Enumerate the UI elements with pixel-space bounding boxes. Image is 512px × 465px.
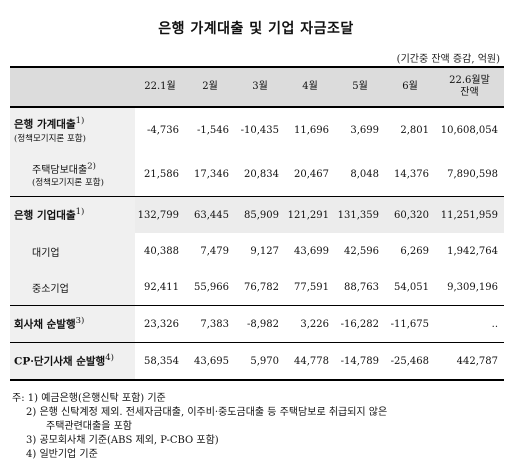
- row-label: 주택담보대출2) (정책모기지론 포함): [10, 152, 135, 197]
- cell: 44,778: [285, 342, 335, 381]
- cell: 43,699: [294, 245, 329, 257]
- page-title: 은행 가계대출 및 기업 자금조달: [158, 21, 354, 37]
- table-row: 중소기업 92,411 55,966 76,782 77,591 88,763 …: [10, 269, 504, 306]
- header-cell: 3월: [235, 66, 285, 108]
- header-cell: 2월: [185, 66, 235, 108]
- cell: 42,596: [344, 245, 379, 257]
- cell: 63,445: [185, 196, 235, 233]
- cell: 14,376: [385, 152, 435, 197]
- cell: 9,309,196: [435, 269, 504, 306]
- row-label: 중소기업: [10, 269, 135, 306]
- header-cell: [10, 66, 135, 108]
- unit-note: (기간중 잔액 증감, 억원): [396, 54, 500, 65]
- table-row: 대기업 40,388 7,479 9,127 43,699 42,596 6,2…: [10, 233, 504, 269]
- cell: 77,591: [285, 269, 335, 306]
- footnotes: 주: 1) 예금은행(은행신탁 포함) 기준 2) 은행 신탁계정 제외. 전세…: [12, 392, 387, 462]
- table-row: 주택담보대출2) (정책모기지론 포함) 21,586 17,346 20,83…: [10, 152, 504, 197]
- table-row: 은행 가계대출1) (정책모기지론 포함) -4,736 -1,546 -10,…: [10, 107, 504, 152]
- header-cell: 4월: [285, 66, 335, 108]
- cell: 7,479: [200, 245, 229, 257]
- cell: -25,468: [385, 342, 435, 381]
- cell: ..: [435, 305, 504, 343]
- data-table: 22.1월 2월 3월 4월 5월 6월 22.6월말 잔액 은행 가계대출1) …: [10, 66, 504, 381]
- header-cell: 5월: [335, 66, 385, 108]
- cell: 55,966: [185, 269, 235, 306]
- cell: 43,695: [185, 342, 235, 381]
- cell: 76,782: [235, 269, 285, 306]
- cell: 7,890,598: [435, 152, 504, 197]
- footnote: 주택관련대출을 포함: [46, 421, 132, 432]
- cell: 5,970: [235, 342, 285, 381]
- cell: 85,909: [235, 196, 285, 233]
- header-cell: 22.1월: [135, 66, 185, 108]
- cell: 131,359: [335, 196, 385, 233]
- cell: 21,586: [135, 152, 185, 197]
- cell: 3,699: [350, 124, 379, 136]
- footnote: 주: 1) 예금은행(은행신탁 포함) 기준: [12, 393, 166, 404]
- cell: 23,326: [135, 305, 185, 343]
- row-label: 은행 기업대출1): [10, 196, 135, 233]
- table-row: 은행 기업대출1) 132,799 63,445 85,909 121,291 …: [10, 196, 504, 233]
- cell: 1,942,764: [447, 245, 498, 257]
- cell: 132,799: [135, 196, 185, 233]
- cell: 54,051: [385, 269, 435, 306]
- row-label: 은행 가계대출1) (정책모기지론 포함): [10, 107, 135, 152]
- header-row: 22.1월 2월 3월 4월 5월 6월 22.6월말 잔액: [10, 66, 504, 108]
- footnote: 4) 일반기업 기준: [26, 449, 98, 460]
- cell: 58,354: [135, 342, 185, 381]
- footnote: 3) 공모회사채 기준(ABS 제외, P-CBO 포함): [26, 435, 219, 446]
- cell: 2,801: [400, 124, 429, 136]
- cell: -1,546: [196, 124, 229, 136]
- cell: 8,048: [335, 152, 385, 197]
- cell: 442,787: [435, 342, 504, 381]
- cell: -10,435: [240, 124, 279, 136]
- cell: 121,291: [285, 196, 335, 233]
- cell: 11,696: [294, 124, 329, 136]
- cell: 9,127: [250, 245, 279, 257]
- table-row: CP·단기사채 순발행4) 58,354 43,695 5,970 44,778…: [10, 342, 504, 381]
- cell: -4,736: [146, 124, 179, 136]
- cell: 92,411: [135, 269, 185, 306]
- cell: 10,608,054: [440, 124, 498, 136]
- row-label: 대기업: [10, 233, 135, 269]
- cell: 40,388: [144, 245, 179, 257]
- cell: -16,282: [335, 305, 385, 343]
- cell: 20,834: [235, 152, 285, 197]
- cell: -8,982: [235, 305, 285, 343]
- cell: 60,320: [385, 196, 435, 233]
- table-row: 회사채 순발행3) 23,326 7,383 -8,982 3,226 -16,…: [10, 305, 504, 343]
- cell: 88,763: [335, 269, 385, 306]
- cell: 20,467: [285, 152, 335, 197]
- cell: 3,226: [285, 305, 335, 343]
- row-label: CP·단기사채 순발행4): [10, 342, 135, 381]
- cell: 11,251,959: [435, 196, 504, 233]
- row-label: 회사채 순발행3): [10, 305, 135, 343]
- header-cell-balance: 22.6월말 잔액: [435, 66, 504, 108]
- cell: 17,346: [185, 152, 235, 197]
- cell: -11,675: [385, 305, 435, 343]
- cell: 7,383: [185, 305, 235, 343]
- cell: -14,789: [335, 342, 385, 381]
- footnote: 2) 은행 신탁계정 제외. 전세자금대출, 이주비·중도금대출 등 주택담보로…: [26, 407, 388, 418]
- cell: 6,269: [400, 245, 429, 257]
- header-cell: 6월: [385, 66, 435, 108]
